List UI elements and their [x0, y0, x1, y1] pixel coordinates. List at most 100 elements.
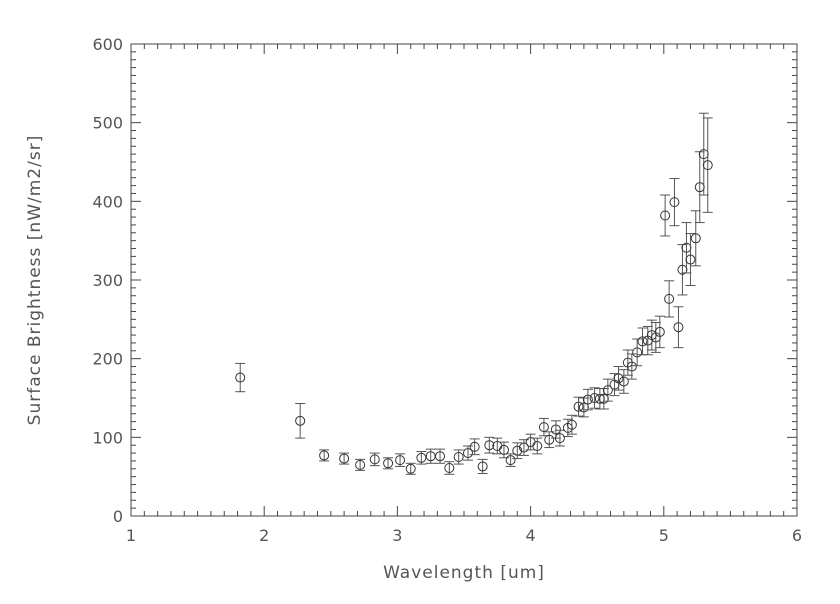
point-marker — [435, 451, 446, 462]
data-point — [698, 112, 709, 196]
data-point — [477, 458, 488, 475]
axis-ticks — [130, 43, 798, 517]
data-point — [469, 438, 480, 456]
data-point — [492, 437, 503, 455]
data-point — [694, 151, 705, 224]
point-marker — [453, 452, 464, 462]
x-tick-labels: 1 2 3 4 5 6 — [126, 526, 802, 545]
data-point — [602, 378, 613, 402]
point-marker — [295, 415, 306, 426]
point-marker — [669, 197, 680, 208]
data-point — [355, 458, 366, 471]
point-marker — [582, 394, 593, 405]
data-point — [702, 117, 713, 213]
point-marker — [319, 450, 330, 461]
point-marker — [632, 347, 643, 358]
point-marker — [677, 264, 688, 275]
data-point — [405, 462, 416, 475]
point-marker — [512, 445, 523, 456]
point-marker — [462, 448, 473, 459]
point-marker — [602, 385, 613, 396]
point-marker — [425, 451, 436, 462]
data-point — [462, 445, 473, 461]
point-marker — [498, 444, 509, 455]
data-point — [339, 452, 350, 465]
point-marker — [685, 254, 696, 265]
x-tick-label: 6 — [792, 526, 802, 545]
point-marker — [339, 453, 350, 464]
data-point — [538, 417, 549, 437]
data-point — [573, 396, 584, 417]
y-tick-labels: 0 100 200 300 400 500 600 — [92, 35, 123, 526]
data-point — [669, 178, 680, 227]
data-point — [554, 429, 565, 447]
point-marker — [405, 463, 416, 474]
point-marker — [355, 459, 366, 470]
data-point — [498, 441, 509, 459]
data-point — [618, 369, 629, 394]
y-tick-label: 0 — [113, 507, 123, 526]
point-marker — [505, 455, 516, 466]
point-marker — [702, 160, 713, 171]
data-point — [532, 437, 543, 455]
point-marker — [690, 233, 701, 244]
data-point — [518, 439, 529, 456]
data-point — [512, 442, 523, 460]
point-marker — [637, 336, 648, 347]
data-point — [453, 449, 464, 465]
data-point — [444, 461, 455, 475]
y-tick-label: 400 — [92, 192, 123, 211]
x-tick-label: 4 — [526, 526, 536, 545]
point-marker — [681, 242, 692, 253]
x-tick-label: 5 — [659, 526, 669, 545]
data-point — [383, 457, 394, 470]
y-tick-label: 500 — [92, 114, 123, 133]
x-tick-label: 3 — [392, 526, 402, 545]
point-marker — [554, 433, 565, 444]
data-point — [369, 452, 380, 467]
data-point — [319, 449, 330, 462]
data-point — [544, 431, 555, 449]
point-marker — [518, 442, 529, 453]
point-marker — [566, 419, 577, 430]
point-marker — [395, 455, 406, 466]
point-marker — [598, 393, 609, 404]
point-marker — [613, 373, 624, 384]
point-marker — [578, 402, 589, 413]
data-point — [664, 280, 675, 318]
data-point — [673, 306, 684, 349]
data-point — [677, 244, 688, 296]
point-marker — [369, 454, 380, 465]
data-point — [566, 414, 577, 435]
data-point — [435, 448, 446, 464]
data-point — [484, 436, 495, 454]
y-tick-label: 300 — [92, 271, 123, 290]
data-points — [235, 112, 713, 475]
point-marker — [654, 326, 665, 337]
data-point — [525, 433, 536, 451]
data-point — [295, 403, 306, 439]
point-marker — [235, 372, 246, 383]
data-point — [681, 222, 692, 274]
x-axis-label: Wavelength [um] — [383, 563, 545, 583]
point-marker — [626, 361, 637, 372]
data-point — [235, 362, 246, 393]
x-tick-label: 2 — [259, 526, 269, 545]
data-point — [654, 315, 665, 349]
data-point — [582, 388, 593, 411]
point-marker — [383, 458, 394, 469]
data-point — [395, 453, 406, 467]
point-marker — [477, 461, 488, 472]
point-marker — [544, 434, 555, 445]
point-marker — [618, 376, 629, 387]
point-marker — [484, 440, 495, 451]
point-marker — [664, 293, 675, 304]
data-point — [660, 194, 671, 237]
point-marker — [444, 463, 455, 474]
point-marker — [532, 440, 543, 451]
point-marker — [694, 182, 705, 193]
point-marker — [573, 401, 584, 412]
x-tick-label: 1 — [126, 526, 136, 545]
data-point — [685, 233, 696, 287]
point-marker — [550, 424, 561, 435]
